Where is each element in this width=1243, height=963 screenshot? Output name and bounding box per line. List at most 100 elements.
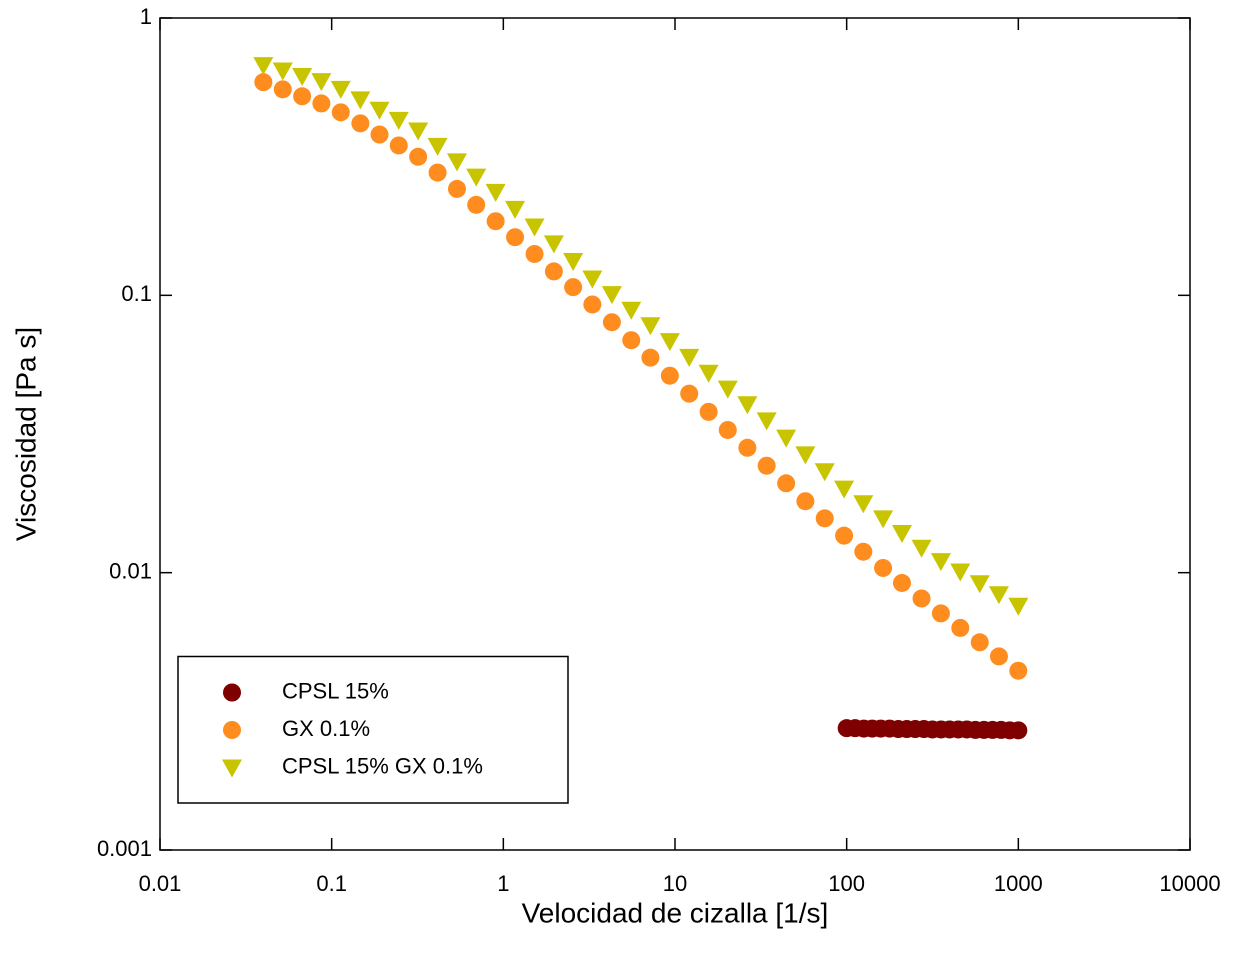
marker (659, 333, 680, 352)
marker (796, 492, 815, 511)
marker (951, 618, 970, 637)
marker (253, 57, 274, 76)
x-tick-label: 10 (663, 871, 687, 896)
marker (892, 573, 911, 592)
y-tick-label: 0.01 (109, 558, 152, 583)
marker (969, 575, 990, 594)
marker (330, 80, 351, 99)
marker (718, 420, 737, 439)
marker (621, 301, 642, 320)
marker (660, 366, 679, 385)
marker (273, 80, 292, 99)
marker (679, 348, 700, 367)
marker (834, 480, 855, 499)
marker (447, 179, 466, 198)
marker (505, 200, 526, 219)
marker (1009, 661, 1028, 680)
marker (369, 101, 390, 120)
marker (738, 438, 757, 457)
marker (292, 67, 313, 86)
marker (1009, 721, 1028, 740)
marker (312, 94, 331, 113)
marker (853, 495, 874, 514)
marker (544, 262, 563, 281)
marker (930, 553, 951, 572)
legend-marker (223, 721, 241, 739)
marker (776, 429, 797, 448)
marker (389, 136, 408, 155)
marker (311, 73, 332, 92)
x-tick-label: 0.1 (316, 871, 347, 896)
marker (698, 364, 719, 383)
marker (911, 539, 932, 558)
x-tick-label: 1000 (994, 871, 1043, 896)
marker (874, 558, 893, 577)
marker (757, 456, 776, 475)
marker (931, 604, 950, 623)
marker (680, 384, 699, 403)
marker (582, 270, 603, 289)
x-axis-label: Velocidad de cizalla [1/s] (522, 897, 829, 928)
marker (428, 163, 447, 182)
x-tick-label: 1 (497, 871, 509, 896)
marker (408, 122, 429, 141)
marker (564, 278, 583, 297)
y-tick-label: 0.1 (121, 281, 152, 306)
plot-frame (159, 17, 1191, 851)
marker (583, 295, 602, 314)
marker (351, 114, 370, 133)
marker (409, 147, 428, 166)
marker (370, 125, 389, 144)
marker (950, 563, 971, 582)
marker (563, 252, 584, 271)
y-axis-label: Viscosidad [Pa s] (10, 327, 41, 541)
marker (525, 244, 544, 263)
legend-marker (223, 683, 241, 702)
marker (854, 542, 873, 561)
marker (756, 412, 777, 431)
series (253, 57, 1029, 616)
marker (446, 153, 467, 172)
marker (486, 212, 505, 231)
marker (891, 525, 912, 544)
marker (641, 348, 660, 367)
marker (1008, 597, 1029, 616)
legend-label: CPSL 15% (282, 678, 389, 703)
legend: CPSL 15% GX 0.1% CPSL 15% GX 0.1% (177, 655, 569, 804)
marker (388, 111, 409, 130)
marker (622, 331, 641, 350)
legend-label: GX 0.1% (282, 716, 370, 741)
marker (506, 228, 525, 247)
marker (989, 647, 1008, 666)
marker (331, 103, 350, 122)
marker (602, 313, 621, 332)
marker (717, 380, 738, 399)
y-tick-label: 0.001 (97, 836, 152, 861)
marker (970, 633, 989, 652)
series (837, 719, 1028, 740)
marker (815, 509, 834, 528)
marker (466, 168, 487, 187)
marker (777, 474, 796, 493)
legend-box (177, 655, 569, 804)
legend-marker (222, 759, 242, 778)
marker (835, 526, 854, 545)
marker (912, 589, 931, 608)
x-tick-label: 10000 (1159, 871, 1220, 896)
marker (467, 195, 486, 214)
marker (814, 463, 835, 482)
marker (543, 235, 564, 254)
x-tick-label: 0.01 (139, 871, 182, 896)
marker (350, 91, 371, 110)
marker (737, 396, 758, 415)
marker (485, 183, 506, 202)
marker (524, 218, 545, 237)
marker (795, 446, 816, 465)
legend-label: CPSL 15% GX 0.1% (282, 753, 483, 778)
marker (873, 510, 894, 529)
marker (254, 73, 273, 92)
marker (640, 317, 661, 336)
marker (272, 62, 293, 81)
